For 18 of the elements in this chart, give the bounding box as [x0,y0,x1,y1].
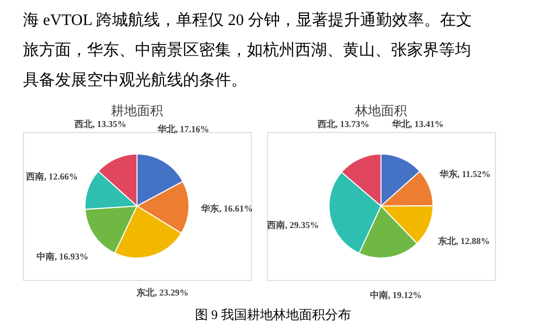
slice-label: 西南, 12.66% [25,171,78,182]
slice-label: 华东, 16.61% [200,204,253,214]
text: 旅方面，华东、中南景区密集，如杭州西湖、黄山、张家界等均 [23,41,471,59]
slice-label: 西南, 29.35% [266,220,319,230]
slice-label: 西北, 13.73% [316,119,370,130]
slice-label: 东北, 23.29% [136,287,188,298]
slice-label: 西北, 13.35% [73,118,126,129]
text: 具备发展空中观光航线的条件。 [23,71,247,89]
slice-label: 华北, 13.41% [390,118,444,129]
text: 海 eVTOL 跨城航线，单程仅 20 分钟，显著提升通勤效率。在文 [23,11,472,29]
chart-title: 耕地面积 [111,102,163,118]
slice-label: 华北, 17.16% [156,124,210,134]
slice-label: 东北, 12.88% [437,236,490,246]
slice-label: 中南, 19.12% [370,290,422,300]
slice-label: 中南, 16.93% [36,251,88,262]
chart-title: 林地面积 [354,102,407,118]
slice-label: 华东, 11.52% [438,168,491,179]
caption: 图 9 我国耕地林地面积分布 [195,307,351,322]
